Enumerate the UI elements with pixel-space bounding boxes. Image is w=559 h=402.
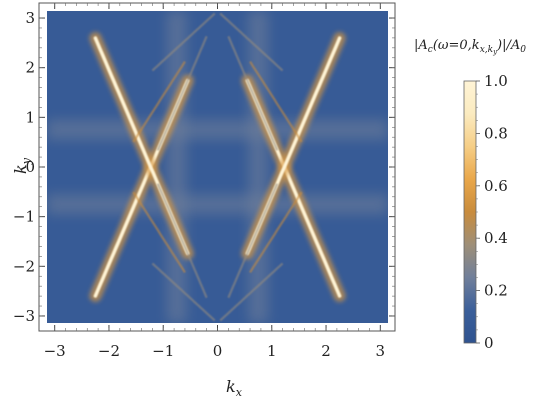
spectral-function-heatmap: [47, 11, 388, 323]
colorbar-tick-label: 0.6: [484, 177, 508, 195]
y-tick-label: −2: [13, 257, 35, 275]
y-tick-label: 0: [25, 158, 35, 176]
x-axis-label: kx: [226, 377, 243, 399]
inner-arc: [227, 35, 279, 151]
colorbar-tick-label: 0: [484, 334, 494, 352]
inner-arc: [156, 35, 208, 151]
inner-arc: [227, 183, 279, 299]
y-tick-label: 1: [25, 108, 35, 126]
x-tick-label: 3: [376, 342, 386, 360]
vertical-band: [248, 11, 269, 323]
secondary-arc: [132, 61, 186, 143]
secondary-arc: [132, 191, 186, 273]
x-tick-label: −1: [152, 342, 174, 360]
x-tick-label: −3: [44, 342, 66, 360]
y-tick-label: 3: [25, 9, 35, 27]
heatmap-features: [47, 11, 388, 323]
diagonal: [219, 12, 284, 72]
colorbar-tick-label: 0.2: [484, 282, 508, 300]
colorbar-tick-label: 1.0: [484, 72, 508, 90]
secondary-arc: [249, 61, 303, 143]
horizontal-band: [47, 194, 388, 215]
x-tick-label: 2: [321, 342, 331, 360]
diagonal: [219, 262, 284, 322]
diagonal: [151, 262, 216, 322]
y-tick-label: 2: [25, 59, 35, 77]
colorbar-title: |Ac(ω=0,kx,ky)|/A0: [414, 38, 526, 56]
x-axis-ticks: −3 −2 −1 0 1 2 3: [44, 3, 385, 360]
x-tick-label: 1: [267, 342, 277, 360]
y-tick-label: −1: [13, 208, 35, 226]
inner-arc: [156, 183, 208, 299]
x-tick-label: 0: [213, 342, 223, 360]
secondary-arc: [249, 191, 303, 273]
diagonal: [151, 12, 216, 72]
y-tick-label: −3: [13, 307, 35, 325]
horizontal-band: [47, 119, 388, 140]
y-axis-ticks: 3 2 1 0 −1 −2 −3: [13, 9, 395, 325]
y-axis-label: ky: [11, 157, 33, 174]
colorbar-tick-label: 0.4: [484, 229, 508, 247]
colorbar-tick-label: 0.8: [484, 124, 508, 142]
vertical-band: [166, 11, 187, 323]
x-tick-label: −2: [98, 342, 120, 360]
colorbar: [463, 80, 477, 344]
colorbar-ticks: 0 0.2 0.4 0.6 0.8 1.0: [476, 72, 508, 352]
